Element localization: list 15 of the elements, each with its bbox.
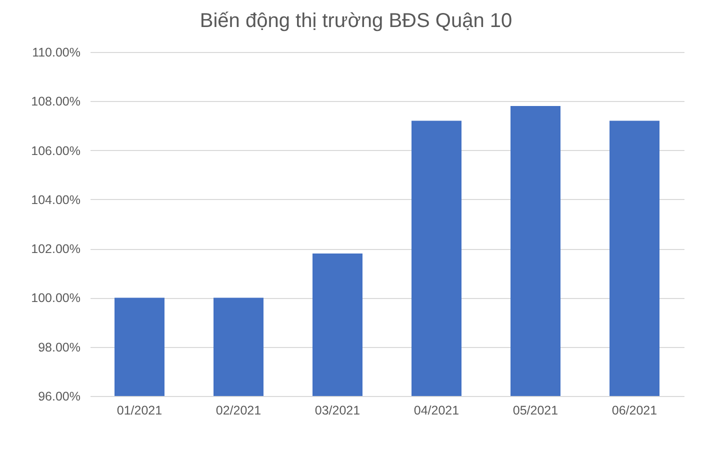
y-tick-label: 102.00% — [31, 242, 80, 256]
y-tick-label: 106.00% — [31, 144, 80, 158]
x-tick-label: 04/2021 — [414, 404, 460, 418]
y-tick-label: 96.00% — [38, 390, 80, 404]
x-tick-label: 01/2021 — [116, 404, 162, 418]
chart-title: Biến động thị trường BĐS Quận 10 — [200, 10, 512, 32]
x-tick-label: 06/2021 — [612, 404, 658, 418]
x-tick-label: 02/2021 — [216, 404, 262, 418]
y-tick-label: 100.00% — [31, 291, 80, 306]
y-tick-label: 110.00% — [32, 46, 80, 60]
y-tick-label: 98.00% — [38, 340, 80, 354]
y-tick-label: 104.00% — [31, 192, 80, 207]
y-tick-label: 108.00% — [31, 94, 80, 109]
x-tick-label: 05/2021 — [512, 404, 558, 418]
x-tick-label: 03/2021 — [314, 404, 360, 418]
